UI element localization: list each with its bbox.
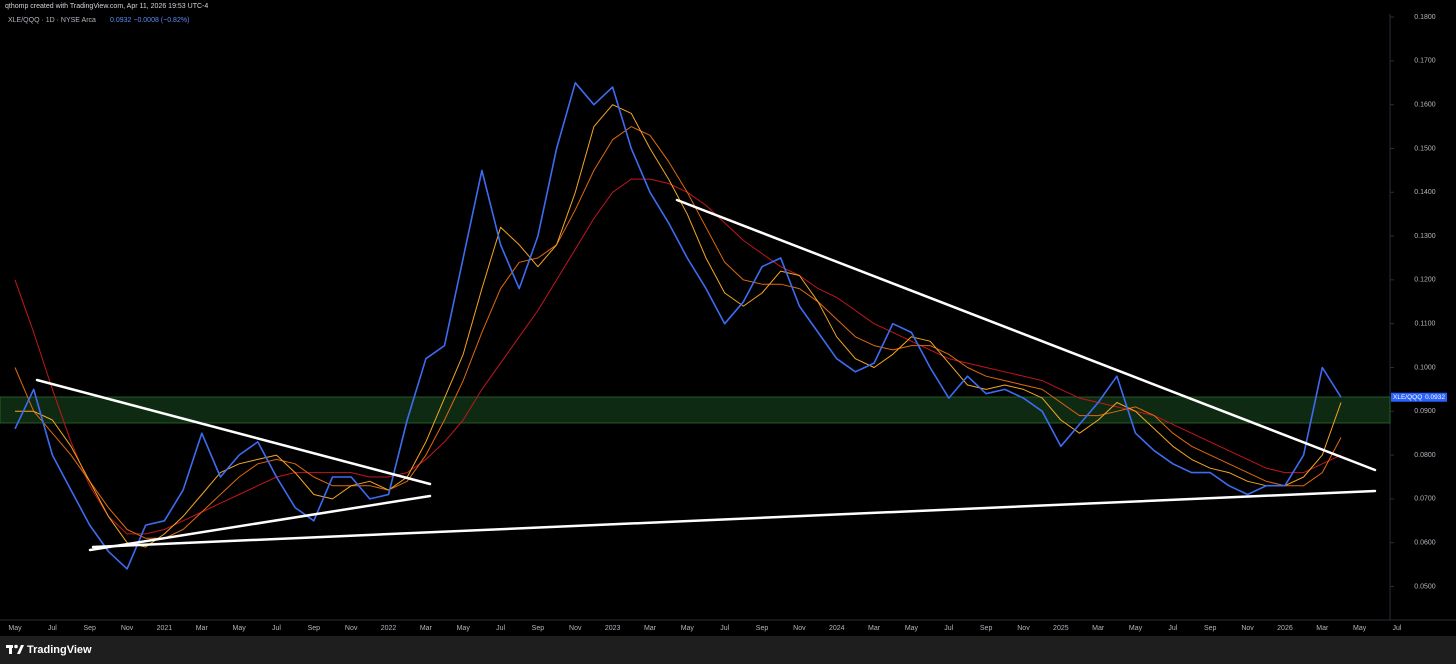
y-tick-label: 0.0900 [1414,408,1436,415]
y-tick-label: 0.1600 [1414,102,1436,109]
x-tick-label: Mar [1092,625,1105,632]
x-tick-label: Jul [944,625,953,632]
logo-part [9,645,12,654]
x-tick-label: May [1129,625,1143,632]
x-tick-label: Sep [532,625,545,632]
series-line [14,178,1342,535]
credit: qthomp created with TradingView.com, Apr… [5,3,208,10]
y-tick-label: 0.1300 [1414,233,1436,240]
x-tick-label: Sep [1204,625,1217,632]
x-tick-label: Mar [196,625,209,632]
x-tick-label: 2022 [381,625,397,632]
zone-rect [0,396,1391,424]
footer-bar [0,636,1456,664]
x-tick-label: Jul [720,625,729,632]
x-tick-label: Nov [1241,625,1254,632]
x-tick-label: Jul [1168,625,1177,632]
x-tick-label: Mar [1316,625,1329,632]
series-layer [14,82,1342,570]
x-tick-label: May [681,625,695,632]
x-tick-label: Jul [1393,625,1402,632]
x-tick-label: Nov [793,625,806,632]
trendline [88,494,432,552]
y-tick-label: 0.0500 [1414,583,1436,590]
logo-part [17,645,24,654]
x-tick-label: Sep [308,625,321,632]
x-tick-label: May [1353,625,1367,632]
series-line [14,82,1342,570]
series-line [15,104,1342,548]
x-tick-label: 2024 [829,625,845,632]
x-tick-label: Sep [83,625,96,632]
logo-part [14,644,18,649]
x-tick-label: Mar [420,625,433,632]
x-tick-label: 2026 [1277,625,1293,632]
x-tick-label: 2021 [157,625,173,632]
symbol-info: XLE/QQQ · 1D · NYSE Arca [8,17,96,24]
x-tick-label: Nov [345,625,358,632]
brand: TradingView [27,644,92,656]
x-tick-label: Jul [272,625,281,632]
y-tick-label: 0.0600 [1414,540,1436,547]
trendlines [35,198,1377,552]
x-tick-label: May [232,625,246,632]
x-tick-label: Sep [980,625,993,632]
trendline [675,198,1377,472]
x-tick-label: Nov [569,625,582,632]
y-tick-label: 0.1700 [1414,58,1436,65]
x-tick-label: 2025 [1053,625,1069,632]
quote: 0.0932 −0.0008 (−0.82%) [110,17,189,24]
x-tick-label: Nov [1017,625,1030,632]
y-tick-label: 0.1400 [1414,189,1436,196]
x-tick-label: Jul [496,625,505,632]
x-tick-label: May [8,625,22,632]
y-tick-label: 0.1500 [1414,145,1436,152]
series-line [14,126,1342,539]
price-tag [1391,392,1447,402]
x-tick-label: Nov [121,625,134,632]
y-tick-label: 0.0700 [1414,496,1436,503]
support-zone [0,396,1391,424]
x-tick-label: 2023 [605,625,621,632]
trendline [35,378,432,486]
x-tick-label: Mar [644,625,657,632]
x-tick-label: May [905,625,919,632]
y-tick-label: 0.1200 [1414,277,1436,284]
x-tick-label: Mar [868,625,881,632]
x-tick-label: Jul [48,625,57,632]
x-tick-label: May [457,625,471,632]
x-tick-label: Sep [756,625,769,632]
brand-logo [6,644,24,654]
trendline [91,489,1377,549]
y-tick-label: 0.1100 [1415,321,1436,328]
y-tick-label: 0.1800 [1414,14,1436,21]
price-tag-value: 0.0932 [1425,394,1445,401]
price-tag-symbol: XLE/QQQ [1393,394,1422,401]
y-tick-label: 0.0800 [1414,452,1436,459]
y-tick-label: 0.1000 [1414,364,1436,371]
